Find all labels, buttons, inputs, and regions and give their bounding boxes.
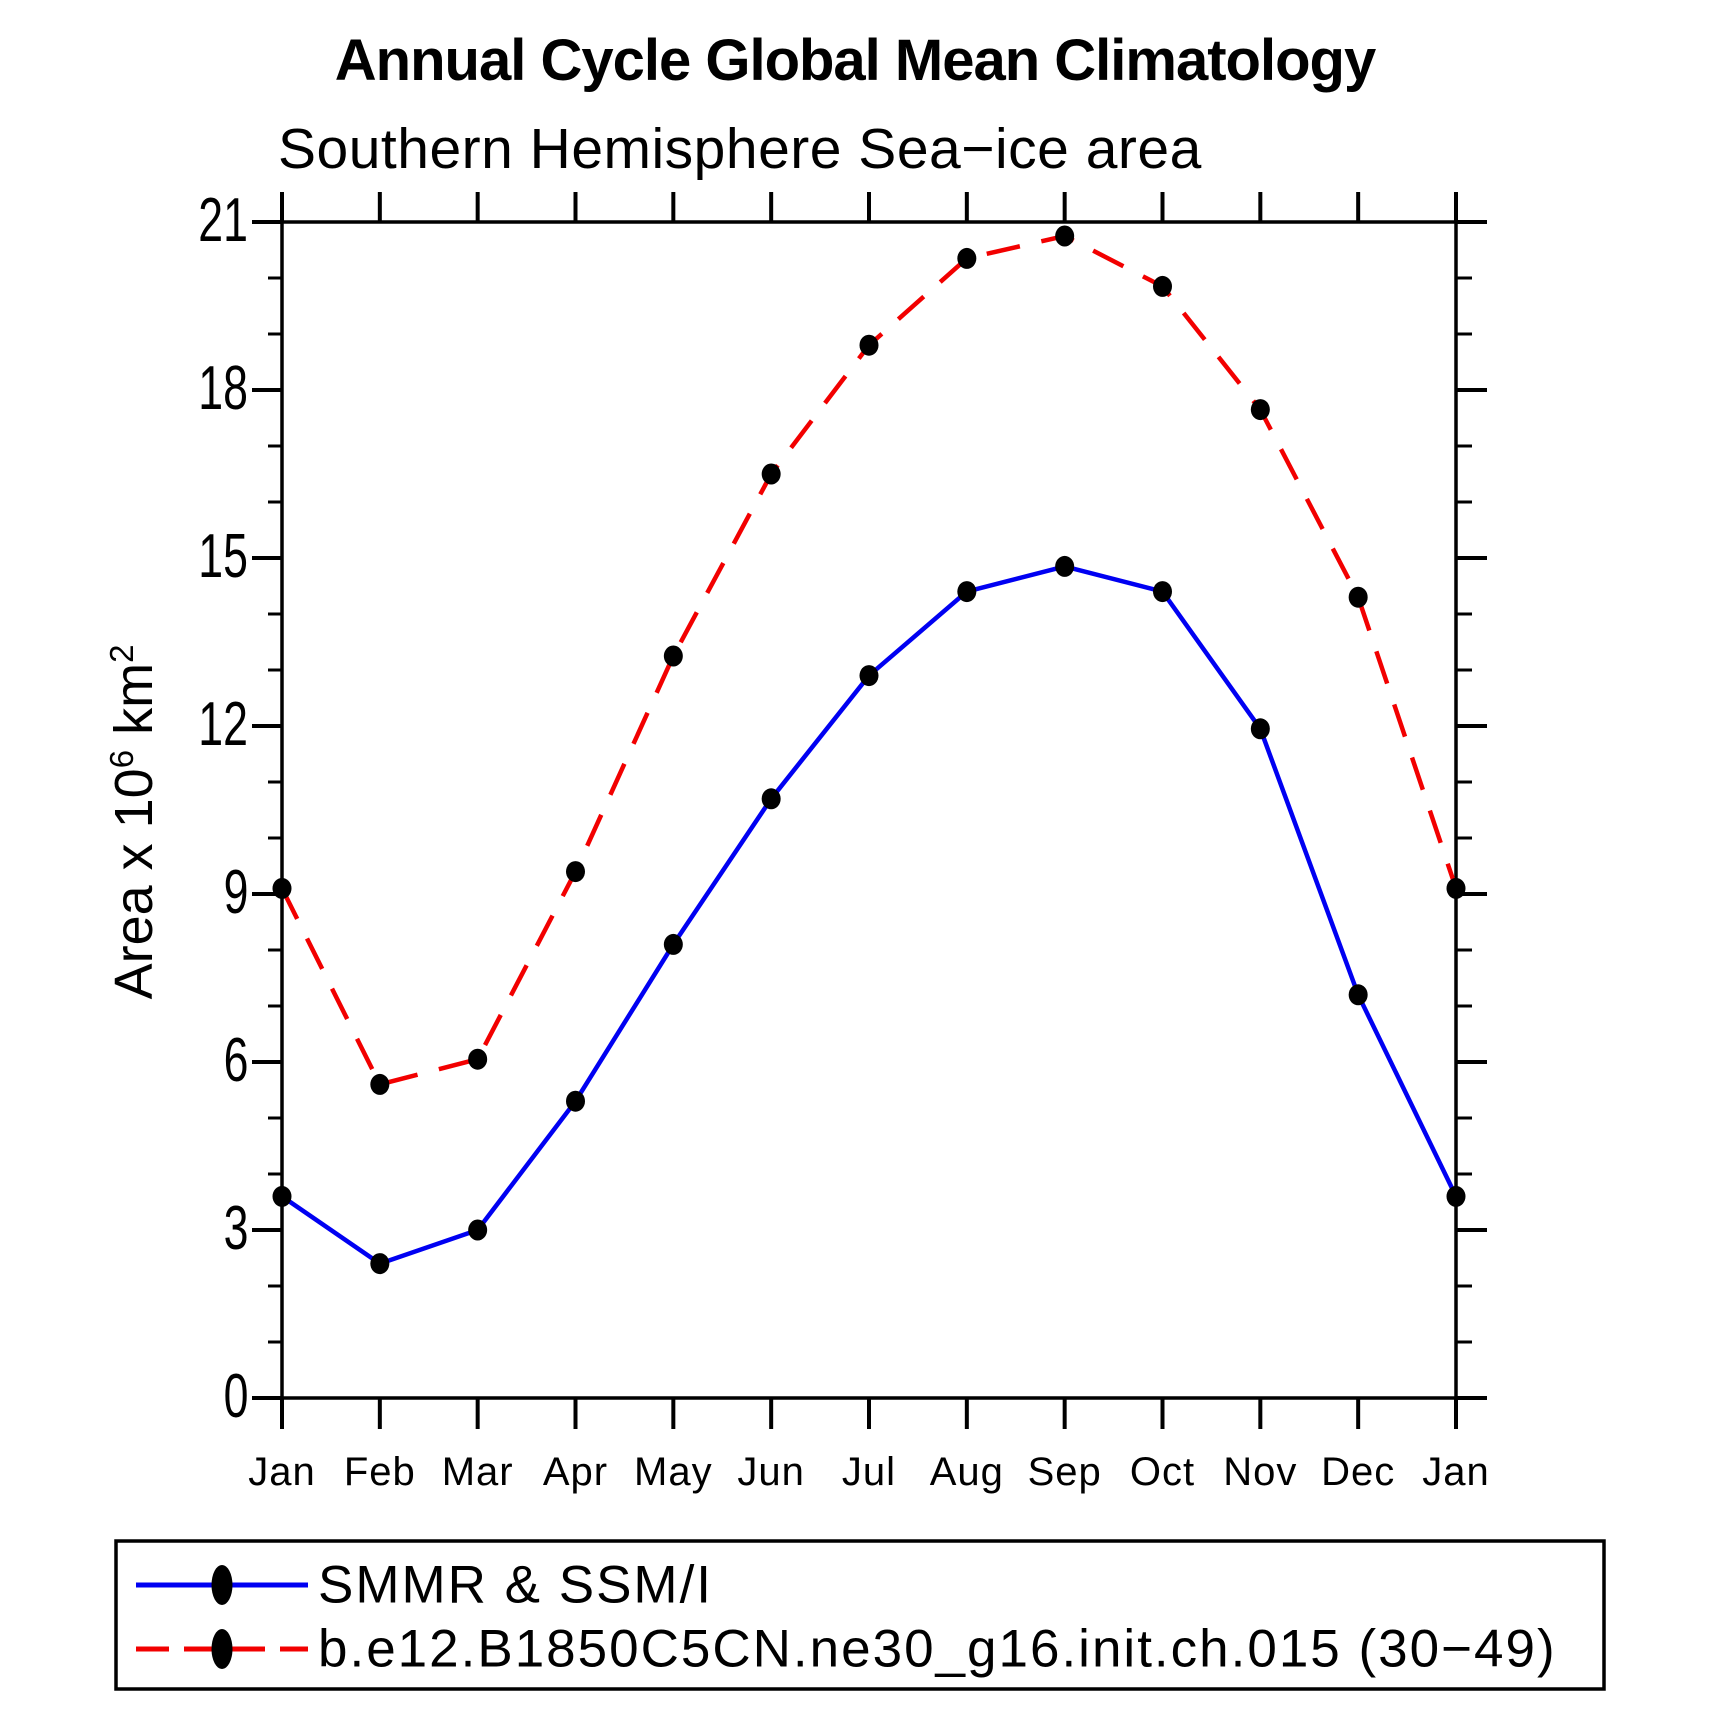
data-point-marker bbox=[1055, 555, 1075, 577]
x-tick-label: Mar bbox=[441, 1450, 514, 1494]
y-tick-label: 9 bbox=[223, 857, 248, 927]
legend-label-smmr-ssmi: SMMR & SSM/I bbox=[318, 1555, 714, 1615]
x-tick-label: Oct bbox=[1129, 1450, 1196, 1494]
y-axis-title: Area x 106 km2 bbox=[103, 644, 164, 1000]
data-point-marker bbox=[1348, 586, 1368, 608]
legend-label-model-run: b.e12.B1850C5CN.ne30_g16.init.ch.015 (30… bbox=[318, 1619, 1557, 1679]
y-tick-label: 3 bbox=[223, 1193, 248, 1263]
data-point-marker bbox=[1153, 275, 1172, 297]
chart-title: Annual Cycle Global Mean Climatology bbox=[334, 28, 1376, 93]
y-axis-title-unit-exponent: 2 bbox=[103, 644, 140, 663]
chart-subtitle: Southern Hemisphere Sea−ice area bbox=[278, 117, 1202, 181]
data-point-marker bbox=[566, 861, 585, 883]
x-tick-label: Feb bbox=[343, 1450, 416, 1494]
y-tick-label: 0 bbox=[223, 1361, 248, 1431]
plot-frame bbox=[280, 220, 1458, 1400]
y-axis-title-unit: km bbox=[104, 662, 164, 750]
data-point-marker bbox=[957, 581, 977, 603]
x-tick-label: Jan bbox=[1422, 1450, 1490, 1494]
x-tick-label: Apr bbox=[542, 1450, 609, 1494]
legend-box bbox=[114, 1539, 1606, 1691]
y-tick-label: 18 bbox=[198, 353, 248, 423]
data-point-marker bbox=[468, 1048, 488, 1070]
data-point-marker bbox=[1250, 399, 1270, 421]
data-point-marker bbox=[859, 334, 879, 356]
x-tick-label: Dec bbox=[1321, 1450, 1396, 1494]
y-axis-title-exponent: 6 bbox=[103, 749, 140, 769]
y-tick-label: 12 bbox=[198, 689, 248, 759]
y-axis-title-prefix: Area x 10 bbox=[104, 768, 164, 1000]
legend-sample-marker-1 bbox=[211, 1629, 233, 1669]
data-point-marker bbox=[566, 1090, 585, 1112]
data-point-marker bbox=[1446, 1185, 1466, 1207]
data-point-marker bbox=[1446, 877, 1466, 899]
y-tick-label: 15 bbox=[198, 521, 248, 591]
x-tick-label: Nov bbox=[1223, 1450, 1298, 1494]
series-line-1 bbox=[279, 233, 1459, 1088]
data-point-marker bbox=[272, 877, 292, 899]
x-tick-label: May bbox=[634, 1450, 713, 1494]
x-tick-label: Jan bbox=[248, 1450, 316, 1494]
data-point-marker bbox=[663, 933, 683, 955]
data-point-marker bbox=[1055, 225, 1075, 247]
x-tick-label: Aug bbox=[929, 1450, 1004, 1494]
data-point-marker bbox=[370, 1073, 390, 1095]
y-tick-label: 21 bbox=[198, 185, 248, 255]
data-point-marker bbox=[1250, 718, 1270, 740]
data-point-marker bbox=[272, 1185, 292, 1207]
legend-sample-marker-0 bbox=[211, 1565, 233, 1605]
data-point-marker bbox=[1348, 984, 1368, 1006]
x-tick-label: Sep bbox=[1027, 1450, 1102, 1494]
y-tick-label: 6 bbox=[223, 1025, 248, 1095]
data-point-marker bbox=[859, 665, 879, 687]
data-point-marker bbox=[370, 1253, 390, 1275]
data-point-marker bbox=[761, 788, 781, 810]
x-tick-label: Jul bbox=[841, 1450, 897, 1494]
data-point-marker bbox=[663, 645, 683, 667]
x-tick-label: Jun bbox=[737, 1450, 805, 1494]
data-point-marker bbox=[761, 463, 781, 485]
data-point-marker bbox=[468, 1219, 488, 1241]
data-point-marker bbox=[957, 247, 977, 269]
data-point-marker bbox=[1153, 581, 1172, 603]
